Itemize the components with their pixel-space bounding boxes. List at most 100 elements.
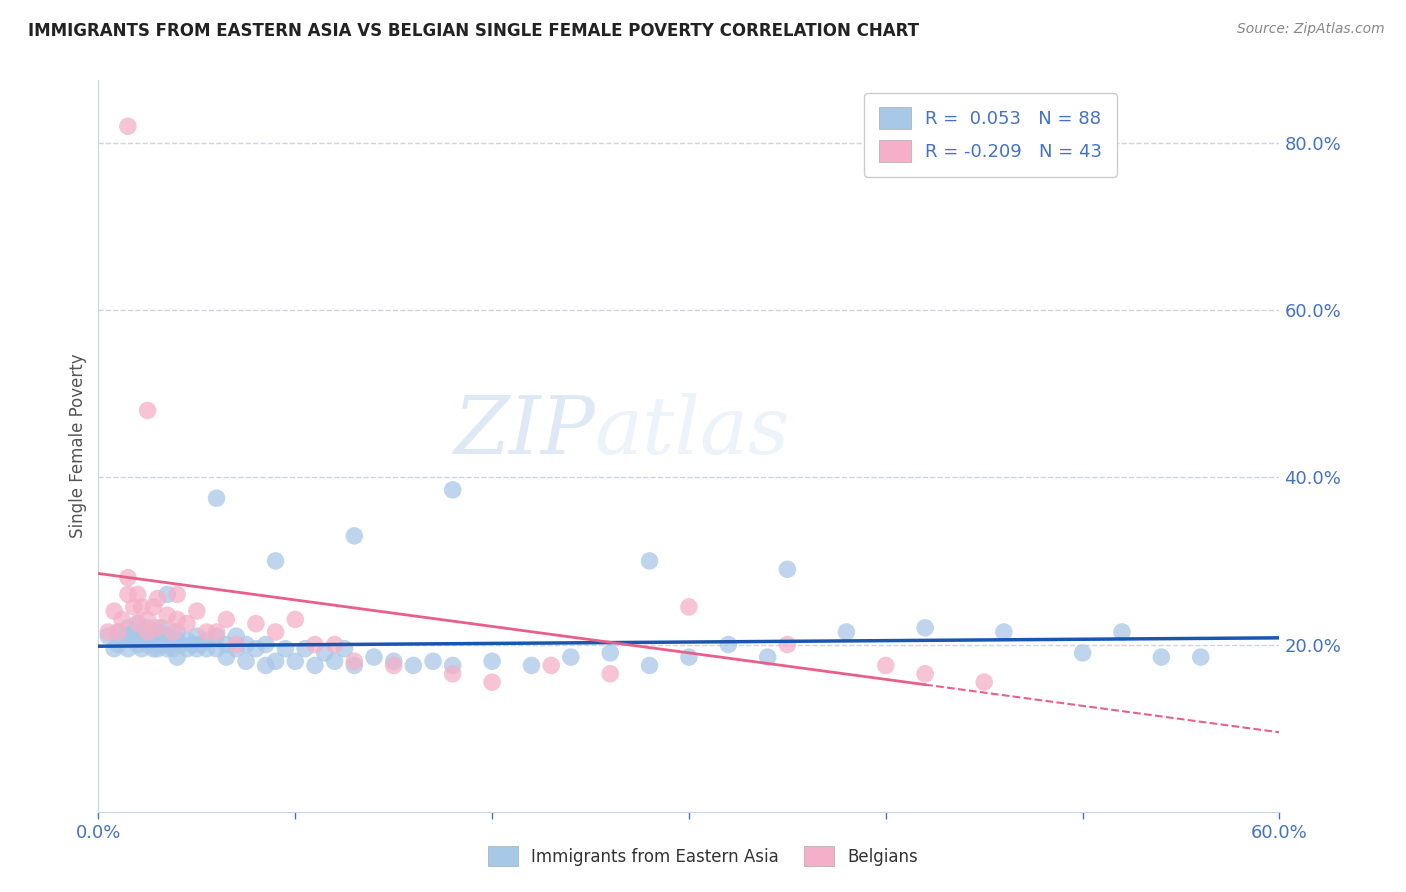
Point	[97, 629, 120, 643]
Legend: Immigrants from Eastern Asia, Belgians: Immigrants from Eastern Asia, Belgians	[479, 838, 927, 875]
Point	[142, 641, 165, 656]
Point	[225, 641, 247, 656]
Point	[441, 483, 464, 497]
Point	[776, 562, 799, 576]
Point	[195, 625, 218, 640]
Point	[176, 616, 198, 631]
Point	[156, 629, 179, 643]
Point	[284, 654, 307, 668]
Point	[103, 641, 125, 656]
Point	[382, 658, 405, 673]
Point	[107, 625, 129, 640]
Point	[973, 675, 995, 690]
Point	[304, 658, 326, 673]
Point	[205, 629, 228, 643]
Point	[314, 646, 336, 660]
Point	[245, 616, 267, 631]
Point	[156, 638, 179, 652]
Point	[162, 641, 184, 656]
Point	[835, 625, 858, 640]
Point	[136, 621, 159, 635]
Point	[127, 638, 149, 652]
Point	[441, 666, 464, 681]
Point	[1111, 625, 1133, 640]
Point	[146, 641, 169, 656]
Legend: R =  0.053   N = 88, R = -0.209   N = 43: R = 0.053 N = 88, R = -0.209 N = 43	[865, 93, 1116, 177]
Point	[481, 654, 503, 668]
Point	[170, 638, 193, 652]
Point	[117, 571, 139, 585]
Point	[245, 641, 267, 656]
Point	[166, 612, 188, 626]
Point	[136, 403, 159, 417]
Point	[264, 625, 287, 640]
Point	[284, 612, 307, 626]
Point	[117, 587, 139, 601]
Point	[111, 612, 134, 626]
Point	[343, 654, 366, 668]
Point	[333, 641, 356, 656]
Point	[127, 629, 149, 643]
Point	[190, 638, 212, 652]
Point	[520, 658, 543, 673]
Point	[323, 654, 346, 668]
Point	[343, 658, 366, 673]
Point	[146, 625, 169, 640]
Point	[1189, 650, 1212, 665]
Point	[122, 625, 145, 640]
Point	[150, 621, 173, 635]
Point	[186, 629, 208, 643]
Text: atlas: atlas	[595, 392, 790, 470]
Point	[264, 554, 287, 568]
Point	[97, 625, 120, 640]
Point	[166, 633, 188, 648]
Point	[1150, 650, 1173, 665]
Point	[136, 638, 159, 652]
Point	[422, 654, 444, 668]
Point	[107, 638, 129, 652]
Point	[176, 641, 198, 656]
Point	[136, 625, 159, 640]
Point	[176, 633, 198, 648]
Point	[776, 638, 799, 652]
Point	[294, 641, 316, 656]
Point	[142, 599, 165, 614]
Point	[402, 658, 425, 673]
Point	[540, 658, 562, 673]
Point	[156, 608, 179, 623]
Point	[127, 616, 149, 631]
Point	[914, 666, 936, 681]
Point	[131, 625, 153, 640]
Point	[215, 650, 238, 665]
Point	[111, 633, 134, 648]
Point	[186, 641, 208, 656]
Point	[117, 120, 139, 134]
Point	[117, 621, 139, 635]
Point	[122, 633, 145, 648]
Point	[304, 638, 326, 652]
Point	[235, 654, 257, 668]
Point	[225, 638, 247, 652]
Point	[264, 654, 287, 668]
Point	[166, 625, 188, 640]
Point	[122, 599, 145, 614]
Point	[678, 599, 700, 614]
Point	[146, 621, 169, 635]
Point	[195, 633, 218, 648]
Point	[150, 633, 173, 648]
Point	[756, 650, 779, 665]
Point	[205, 625, 228, 640]
Point	[166, 650, 188, 665]
Point	[717, 638, 740, 652]
Point	[215, 612, 238, 626]
Point	[382, 654, 405, 668]
Point	[254, 638, 277, 652]
Point	[127, 616, 149, 631]
Point	[131, 599, 153, 614]
Point	[142, 629, 165, 643]
Text: Source: ZipAtlas.com: Source: ZipAtlas.com	[1237, 22, 1385, 37]
Point	[274, 641, 297, 656]
Point	[205, 641, 228, 656]
Point	[235, 638, 257, 652]
Point	[127, 587, 149, 601]
